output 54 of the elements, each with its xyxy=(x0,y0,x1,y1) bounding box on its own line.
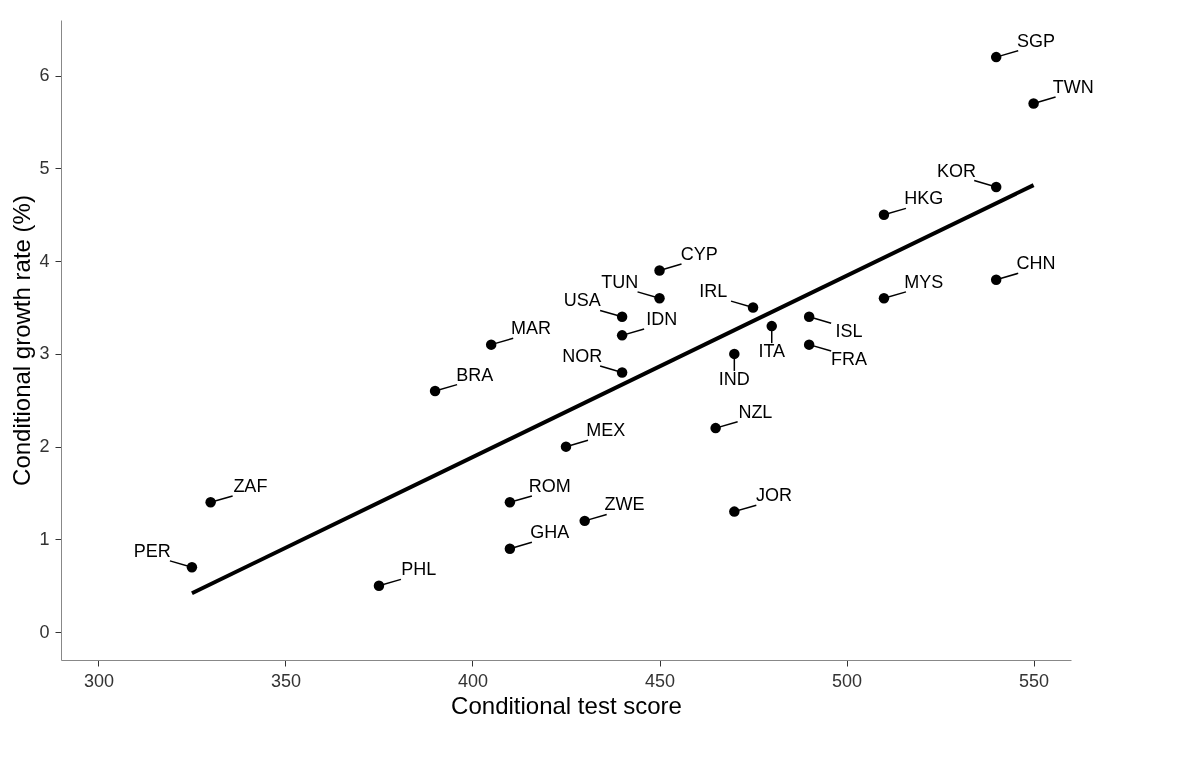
point xyxy=(729,506,740,517)
data-label: KOR xyxy=(936,160,976,181)
data-label: NZL xyxy=(738,401,773,422)
point xyxy=(504,543,516,554)
y-tick-label: 1 xyxy=(39,528,50,549)
y-tick-label: 3 xyxy=(39,343,50,364)
point xyxy=(766,320,777,332)
y-tick-label: 5 xyxy=(39,157,50,178)
x-axis-title: Conditional test score xyxy=(451,691,682,719)
data-label: ZWE xyxy=(604,494,645,515)
data-label: MYS xyxy=(904,271,944,292)
point xyxy=(654,293,665,304)
data-label: CYP xyxy=(680,244,718,265)
y-tick-label: 2 xyxy=(39,436,50,457)
data-label: ITA xyxy=(758,341,786,362)
data-label: ZAF xyxy=(233,475,268,496)
y-tick-label: 6 xyxy=(39,65,50,86)
point xyxy=(485,339,497,350)
data-label: HKG xyxy=(904,188,944,209)
point xyxy=(878,209,890,221)
data-label: NOR xyxy=(562,346,603,367)
data-label: IND xyxy=(718,368,750,389)
point xyxy=(616,311,628,323)
point xyxy=(990,51,1002,63)
data-label: FRA xyxy=(830,349,867,370)
data-label: IDN xyxy=(646,308,678,329)
x-tick-label: 300 xyxy=(83,670,114,691)
data-label: JOR xyxy=(756,485,793,506)
point xyxy=(1028,98,1039,109)
data-label: USA xyxy=(563,290,601,311)
point xyxy=(654,265,665,276)
y-tick-label: 4 xyxy=(39,250,50,271)
point xyxy=(729,348,740,360)
data-label: CHN xyxy=(1016,253,1056,274)
data-label: TWN xyxy=(1052,77,1094,98)
data-label: ROM xyxy=(528,475,571,496)
x-tick-label: 550 xyxy=(1019,670,1050,691)
data-label: SGP xyxy=(1016,30,1055,51)
data-label: MAR xyxy=(510,318,551,339)
y-axis-title: Conditional growth rate (%) xyxy=(8,195,36,486)
data-label: MEX xyxy=(586,420,626,441)
data-label: PER xyxy=(133,540,171,561)
data-label: GHA xyxy=(530,522,570,543)
x-tick-label: 400 xyxy=(457,670,488,691)
data-label: BRA xyxy=(456,364,494,385)
x-tick-label: 500 xyxy=(832,670,863,691)
data-label: ISL xyxy=(835,321,863,342)
data-label: PHL xyxy=(401,559,437,580)
data-label: IRL xyxy=(699,281,728,302)
data-label: TUN xyxy=(601,271,639,292)
x-tick-label: 450 xyxy=(645,670,676,691)
y-tick-label: 0 xyxy=(39,621,50,642)
point xyxy=(373,580,385,592)
x-tick-label: 350 xyxy=(270,670,301,691)
